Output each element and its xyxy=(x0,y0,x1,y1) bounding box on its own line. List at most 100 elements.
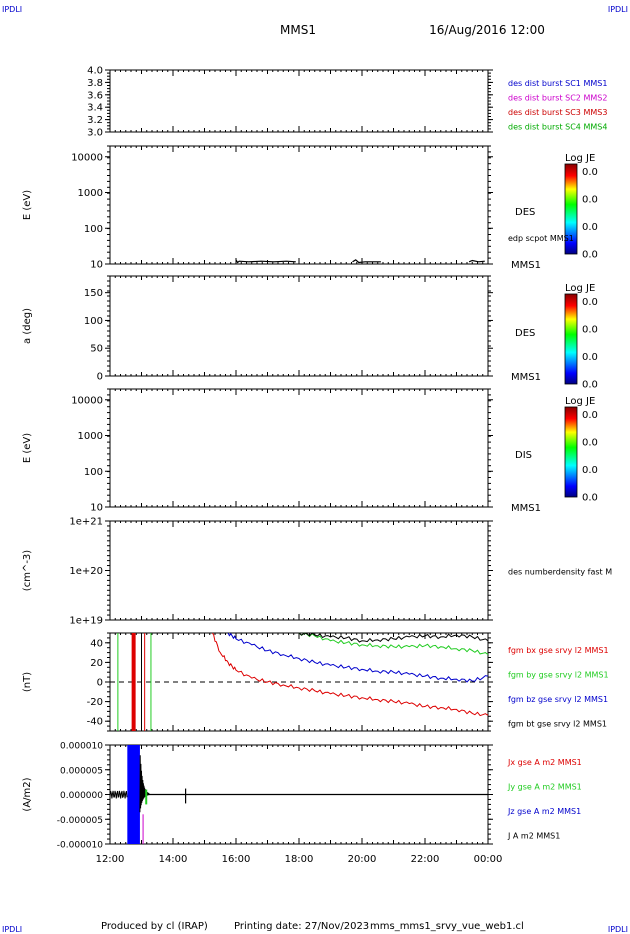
y-tick-label: 3.2 xyxy=(87,115,103,126)
x-tick-label: 20:00 xyxy=(348,854,377,865)
y-tick-label: -0.000005 xyxy=(57,816,103,826)
y-tick-label: 1000 xyxy=(78,188,103,199)
legend-entry: fgm bz gse srvy l2 MMS1 xyxy=(508,695,608,704)
y-tick-label: -20 xyxy=(87,697,103,708)
legend-entry: Jx gse A m2 MMS1 xyxy=(507,758,582,767)
colorbar-tick-label: 0.0 xyxy=(582,222,598,233)
x-tick-label: 22:00 xyxy=(411,854,440,865)
series-line xyxy=(298,632,489,655)
scpot-line xyxy=(235,259,296,264)
panel-current-density: 0.000010 0.000005 0.000000 -0.000005 -0.0000… xyxy=(22,742,582,866)
legend-entry: fgm bx gse srvy l2 MMS1 xyxy=(508,646,609,655)
panel-density: 1e+21 1e+20 1e+19 (cm^-3) des numberdensity … xyxy=(22,517,612,627)
y-axis-label: E (eV) xyxy=(22,190,33,220)
panel-burst-availability: 4.03.83.6 3.43.2 3.0 des dist burst SC1 MMS… xyxy=(87,66,607,139)
legend-entry: J A m2 MMS1 xyxy=(507,832,560,841)
colorbar xyxy=(564,406,578,498)
legend-entry: des dist burst SC2 MMS2 xyxy=(508,94,607,103)
legend-entry: des dist burst SC4 MMS4 xyxy=(508,123,607,132)
y-tick-label: 4.0 xyxy=(87,66,103,77)
panel-frame xyxy=(109,520,489,621)
y-tick-label: 20 xyxy=(90,658,103,669)
instrument-label: DES xyxy=(515,207,535,218)
corner-label-bottom-right: IPDLI xyxy=(608,925,628,934)
series-line xyxy=(211,632,489,717)
y-tick-label: 40 xyxy=(90,638,103,649)
panel-frame xyxy=(109,275,489,377)
colorbar-tick-label: 0.0 xyxy=(582,352,598,363)
colorbar-title: Log JE xyxy=(565,153,595,164)
instrument-label: DES xyxy=(515,328,535,339)
series-line xyxy=(227,632,489,683)
colorbar-tick-label: 0.0 xyxy=(582,410,598,421)
overlay-label: edp scpot MMS1 xyxy=(508,234,574,243)
footer-produced-by: Produced by cl (IRAP) xyxy=(101,921,208,932)
colorbar-title: Log JE xyxy=(565,283,595,294)
spacecraft-label: MMS1 xyxy=(511,372,541,383)
legend-entry: des dist burst SC1 MMS1 xyxy=(508,79,607,88)
y-tick-label: 3.4 xyxy=(87,103,103,114)
panels-group: 4.03.83.6 3.43.2 3.0 des dist burst SC1 MMS… xyxy=(22,66,612,866)
y-axis-label: (nT) xyxy=(22,672,33,692)
header-date: 16/Aug/2016 12:00 xyxy=(429,23,545,37)
series-line xyxy=(298,632,489,643)
colorbar-tick-label: 0.0 xyxy=(582,195,598,206)
corner-label-top-left: IPDLI xyxy=(2,5,22,14)
y-tick-label: 0.000000 xyxy=(60,791,103,801)
y-axis-label: (cm^-3) xyxy=(22,550,33,591)
y-tick-label: 100 xyxy=(84,316,103,327)
current-line xyxy=(109,790,128,799)
y-tick-label: 10000 xyxy=(71,395,103,406)
footer-printing-date: Printing date: 27/Nov/2023 xyxy=(234,921,369,932)
legend-entry: des numberdensity fast M xyxy=(508,568,612,577)
y-tick-label: -0.000010 xyxy=(57,841,103,851)
legend-entry: fgm bt gse srvy l2 MMS1 xyxy=(508,720,607,729)
colorbar-tick-label: 0.0 xyxy=(582,438,598,449)
y-tick-label: 1e+21 xyxy=(69,517,103,528)
colorbar-tick-label: 0.0 xyxy=(582,167,598,178)
y-tick-label: 1e+20 xyxy=(69,566,103,577)
x-tick-label: 16:00 xyxy=(222,854,251,865)
colorbar-tick-label: 0.0 xyxy=(582,297,598,308)
panel-des-pitch-angle: 150 100 50 0 a (deg) DES MMS1 Log JE 0.0 0.0 0.0 0.… xyxy=(22,275,598,391)
x-tick-label: 12:00 xyxy=(96,854,125,865)
y-axis-label: a (deg) xyxy=(22,308,33,344)
legend-entry: Jy gse A m2 MMS1 xyxy=(507,783,582,792)
colorbar xyxy=(564,163,578,255)
y-tick-label: 0.000010 xyxy=(60,742,103,752)
colorbar-tick-label: 0.0 xyxy=(582,250,598,261)
y-tick-label: 0 xyxy=(97,372,103,383)
y-tick-label: 10000 xyxy=(71,152,103,163)
current-burst xyxy=(127,745,140,844)
panel-magnetic-field: 40 20 0 -20 -40 (nT) fgm bx gse srvy l2 MMS1 fg… xyxy=(22,632,609,732)
legend-entry: des dist burst SC3 MMS3 xyxy=(508,108,607,117)
corner-label-bottom-left: IPDLI xyxy=(2,925,22,934)
y-tick-label: 3.6 xyxy=(87,90,103,101)
colorbar-tick-label: 0.0 xyxy=(582,465,598,476)
y-tick-label: 1000 xyxy=(78,431,103,442)
y-axis-label: (A/m2) xyxy=(22,777,33,811)
colorbar-title: Log JE xyxy=(565,396,595,407)
x-tick-label: 18:00 xyxy=(285,854,314,865)
current-line xyxy=(139,755,150,813)
y-tick-label: 3.8 xyxy=(87,78,103,89)
x-tick-label: 00:00 xyxy=(474,854,503,865)
panel-frame xyxy=(109,145,489,265)
y-tick-label: -40 xyxy=(87,717,103,728)
y-tick-label: 1e+19 xyxy=(69,616,103,627)
instrument-label: DIS xyxy=(515,450,532,461)
corner-label-top-right: IPDLI xyxy=(608,5,628,14)
panel-dis-energy: 10000 1000 100 10 E (eV) DIS MMS1 Log JE 0.0 0.0 0… xyxy=(22,388,598,514)
legend-entry: fgm by gse srvy l2 MMS1 xyxy=(508,671,609,680)
y-tick-label: 50 xyxy=(90,344,103,355)
y-tick-label: 10 xyxy=(90,260,103,271)
y-tick-label: 150 xyxy=(84,288,103,299)
panel-des-energy: 10000 1000 100 10 E (eV) DES MMS1 Log JE 0.0 0.0 0… xyxy=(22,145,598,271)
panel-frame xyxy=(109,388,489,508)
y-tick-label: 0.000005 xyxy=(60,766,103,776)
panel-frame xyxy=(109,69,489,133)
scpot-line xyxy=(468,259,485,263)
x-tick-label: 14:00 xyxy=(159,854,188,865)
colorbar-tick-label: 0.0 xyxy=(582,380,598,391)
